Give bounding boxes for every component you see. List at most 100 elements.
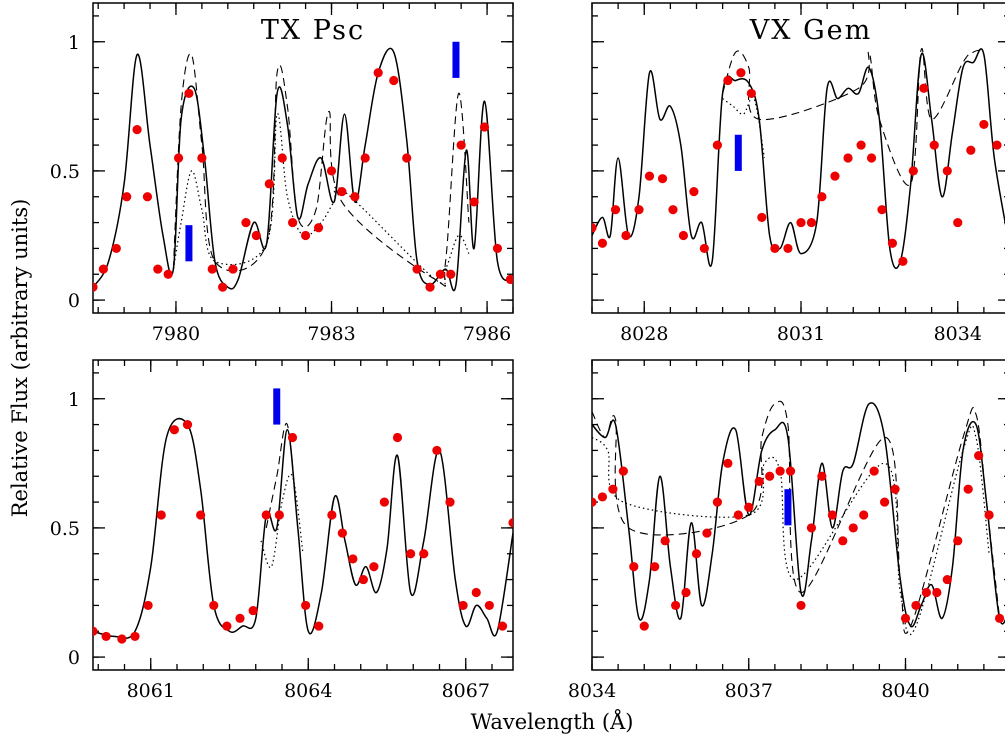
x-tick-label: 8064 — [284, 680, 332, 702]
x-tick-label: 7983 — [307, 323, 355, 345]
observed-flux-point — [689, 186, 699, 197]
observed-flux-point — [681, 587, 691, 598]
observed-flux-point — [163, 269, 173, 279]
observed-flux-point — [830, 171, 840, 181]
observed-flux-point — [678, 230, 689, 241]
observed-flux-point — [806, 217, 817, 228]
observed-flux-point — [877, 205, 887, 215]
y-tick-label: 1 — [68, 389, 80, 411]
line-position-marker — [734, 134, 742, 171]
observed-flux-point — [657, 174, 668, 184]
observed-flux-point — [610, 205, 621, 215]
observed-flux-point — [900, 613, 911, 623]
observed-flux-point — [838, 536, 848, 546]
model-spectrum-dotted — [172, 113, 470, 285]
observed-flux-point — [746, 88, 756, 99]
observed-flux-point — [93, 626, 98, 636]
spectrum-panel-2: 8028 8031 8034 VX Gem — [591, 2, 1005, 345]
observed-flux-point — [994, 613, 1005, 623]
observed-flux-point — [228, 264, 238, 274]
line-position-marker — [784, 489, 792, 526]
observed-flux-point — [592, 223, 597, 233]
observed-flux-point — [197, 153, 207, 163]
y-tick-label: 1 — [68, 32, 80, 54]
observed-flux-point — [182, 419, 193, 430]
model-spectrum-solid — [592, 402, 1005, 628]
observed-flux-point — [142, 192, 153, 202]
observed-flux-point — [98, 264, 108, 274]
line-position-marker — [185, 225, 193, 262]
observed-flux-point — [992, 140, 1002, 150]
observed-flux-point — [942, 166, 952, 176]
observed-flux-point — [508, 518, 513, 528]
observed-flux-point — [337, 528, 347, 538]
observed-flux-point — [314, 621, 324, 631]
observed-flux-point — [929, 140, 939, 150]
observed-flux-point — [817, 471, 827, 481]
observed-flux-point — [856, 140, 866, 150]
x-tick-label: 8028 — [620, 323, 668, 345]
observed-flux-point — [432, 445, 442, 456]
observed-flux-point — [702, 528, 712, 538]
observed-flux-point — [668, 205, 678, 215]
x-tick-label: 7980 — [152, 323, 200, 345]
observed-flux-point — [942, 574, 952, 585]
observed-flux-point — [699, 243, 709, 254]
observed-flux-point — [446, 269, 456, 279]
observed-flux-point — [775, 466, 785, 476]
observed-flux-point — [843, 153, 853, 163]
observed-flux-point — [264, 179, 274, 189]
observed-flux-point — [327, 510, 337, 520]
observed-flux-point — [287, 432, 298, 443]
observed-flux-point — [358, 574, 368, 585]
x-tick-label: 8067 — [442, 680, 490, 702]
panel-frame — [92, 2, 514, 314]
model-spectrum-solid — [93, 47, 513, 292]
y-tick-label: 0 — [68, 290, 80, 312]
observed-flux-point — [979, 119, 989, 130]
observed-flux-point — [597, 492, 608, 502]
observed-flux-point — [827, 510, 837, 520]
observed-flux-point — [458, 600, 468, 611]
observed-flux-point — [389, 75, 399, 86]
spectrum-panel-3: 8061 8064 8067 0 0.5 1 — [50, 359, 514, 702]
observed-flux-point — [445, 497, 455, 507]
plot-area — [93, 47, 513, 292]
observed-flux-point — [618, 466, 628, 476]
model-spectrum-dashed — [722, 48, 985, 186]
plot-area — [592, 400, 1005, 636]
observed-flux-point — [348, 554, 358, 564]
observed-flux-point — [880, 497, 890, 507]
observed-flux-point — [235, 613, 245, 623]
observed-flux-point — [644, 171, 655, 181]
observed-flux-point — [156, 510, 166, 520]
observed-flux-point — [639, 621, 649, 631]
observed-flux-point — [93, 282, 98, 292]
y-tick-label: 0.5 — [50, 161, 80, 183]
observed-flux-point — [143, 600, 153, 611]
spectrum-panel-1: 7980 7983 7986 0 0.5 1 TX Psc — [50, 2, 514, 345]
observed-flux-point — [796, 600, 806, 611]
observed-flux-point — [859, 510, 869, 520]
model-spectrum-solid — [592, 48, 1005, 269]
observed-flux-point — [848, 523, 858, 533]
observed-flux-point — [671, 600, 681, 611]
observed-flux-point — [736, 68, 746, 78]
observed-flux-point — [406, 549, 416, 559]
observed-flux-point — [921, 587, 932, 598]
observed-flux-point — [111, 243, 121, 254]
x-tick-label: 8040 — [881, 680, 929, 702]
observed-flux-point — [963, 484, 973, 494]
observed-flux-point — [691, 549, 702, 559]
observed-flux-point — [469, 197, 479, 207]
x-tick-label: 8031 — [777, 323, 825, 345]
model-spectrum-dashed — [172, 53, 470, 287]
observed-flux-point — [660, 536, 670, 546]
observed-flux-point — [101, 631, 111, 642]
observed-flux-point — [597, 238, 608, 248]
observed-flux-point — [984, 510, 994, 520]
observed-flux-point — [373, 68, 383, 78]
observed-flux-point — [608, 484, 618, 494]
observed-flux-point — [209, 600, 219, 611]
observed-flux-point — [866, 153, 877, 163]
